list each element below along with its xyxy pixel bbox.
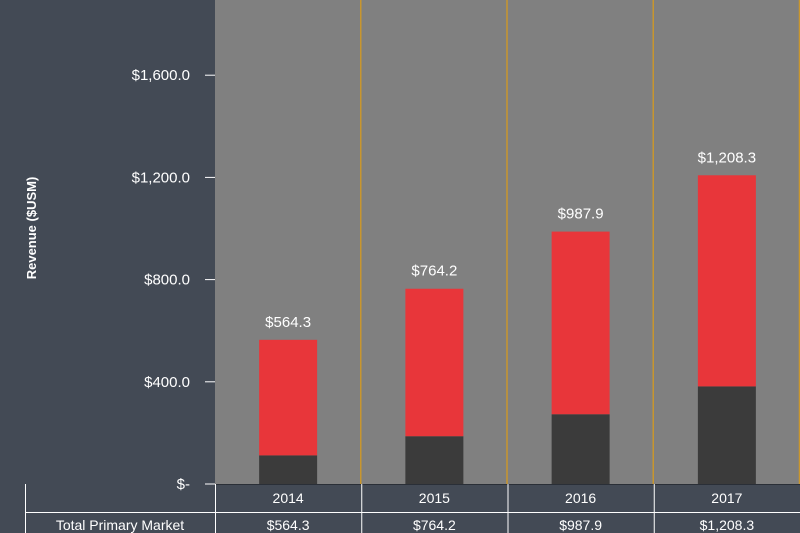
bar-segment-top-2015 (405, 288, 464, 437)
y-tick-label: $- (177, 476, 190, 493)
y-tick-label: $1,200.0 (132, 169, 190, 186)
table-cell-value-2016: $987.9 (559, 517, 602, 533)
data-label-2014: $564.3 (265, 314, 311, 331)
bar-segment-top-2017 (697, 175, 756, 387)
bars (259, 175, 756, 484)
y-axis-ticks: $- $400.0 $800.0 $1,200.0 $1,600.0 (132, 67, 215, 493)
bar-segment-base-2016 (551, 414, 610, 484)
x-tick-label-2016: 2016 (565, 490, 596, 506)
x-tick-label-2015: 2015 (419, 490, 450, 506)
data-table: Total Primary Market $564.3 $764.2 $987.9 $… (25, 484, 800, 533)
data-label-2016: $987.9 (558, 206, 604, 223)
data-label-2017: $1,208.3 (698, 149, 756, 166)
x-tick-label-2017: 2017 (711, 490, 742, 506)
bar-segment-top-2016 (551, 231, 610, 415)
table-cell-value-2014: $564.3 (267, 517, 310, 533)
table-row-label: Total Primary Market (56, 517, 184, 533)
data-labels: $564.3 $764.2 $987.9 $1,208.3 (265, 149, 756, 331)
data-label-2015: $764.2 (411, 263, 457, 280)
y-tick-label: $1,600.0 (132, 67, 190, 84)
bar-segment-base-2015 (405, 436, 464, 484)
x-tick-label-2014: 2014 (273, 490, 304, 506)
table-cell-value-2017: $1,208.3 (700, 517, 755, 533)
y-tick-label: $400.0 (144, 374, 190, 391)
bar-segment-base-2014 (259, 455, 318, 484)
y-tick-label: $800.0 (144, 272, 190, 289)
y-axis-label: Revenue ($USM) (24, 177, 39, 280)
table-cell-value-2015: $764.2 (413, 517, 456, 533)
bar-segment-top-2014 (259, 339, 318, 456)
bar-segment-base-2017 (697, 386, 756, 484)
